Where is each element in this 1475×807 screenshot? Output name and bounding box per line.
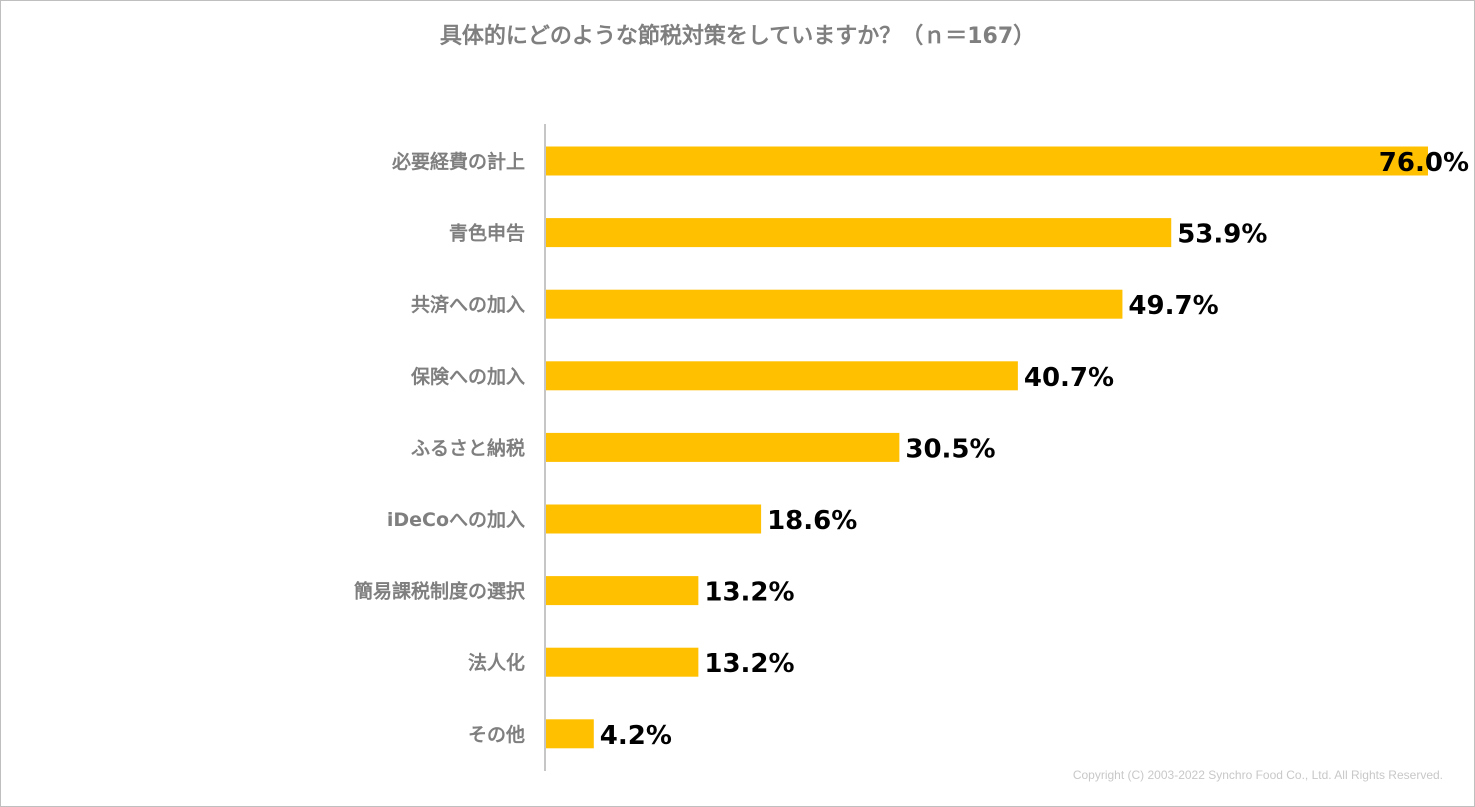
value-label: 53.9% — [1177, 220, 1267, 250]
bar — [546, 361, 1018, 391]
category-label: iDeCoへの加入 — [387, 509, 525, 531]
value-label: 30.5% — [905, 434, 995, 464]
value-label: 40.7% — [1024, 363, 1114, 393]
category-label: 必要経費の計上 — [391, 150, 525, 173]
value-label: 13.2% — [704, 649, 794, 679]
category-label: 法人化 — [468, 651, 525, 674]
category-label: 青色申告 — [449, 222, 525, 245]
bar — [546, 719, 594, 749]
value-label: 76.0% — [1379, 148, 1469, 178]
category-label: 共済への加入 — [411, 293, 525, 316]
bar — [546, 218, 1172, 248]
chart-title: 具体的にどのような節税対策をしていますか？（ｎ＝167） — [439, 24, 1036, 49]
bar — [546, 146, 1428, 176]
value-label: 18.6% — [767, 506, 857, 536]
value-label: 13.2% — [704, 578, 794, 608]
value-label: 49.7% — [1128, 291, 1218, 321]
category-label: 保険への加入 — [410, 365, 525, 388]
bar — [546, 289, 1123, 319]
category-label: ふるさと納税 — [411, 436, 525, 459]
category-label: その他 — [468, 723, 525, 746]
category-label: 簡易課税制度の選択 — [354, 580, 526, 603]
bar — [546, 576, 699, 606]
value-label: 4.2% — [600, 721, 672, 751]
bar — [546, 432, 900, 462]
copyright-text: Copyright (C) 2003-2022 Synchro Food Co.… — [1072, 768, 1443, 782]
bar — [546, 647, 699, 677]
bar — [546, 504, 762, 534]
